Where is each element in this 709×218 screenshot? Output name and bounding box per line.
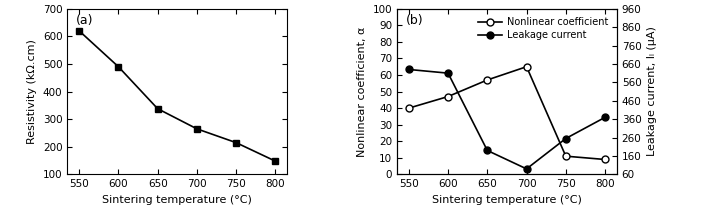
Text: (a): (a): [76, 14, 94, 27]
Text: (b): (b): [406, 14, 423, 27]
Nonlinear coefficient: [405, 107, 413, 109]
Leakage current: [523, 168, 531, 170]
Nonlinear coefficient: [562, 155, 570, 157]
Legend: Nonlinear coefficient, Leakage current: Nonlinear coefficient, Leakage current: [474, 14, 612, 44]
Y-axis label: Leakage current, Iₗ (μA): Leakage current, Iₗ (μA): [647, 27, 657, 157]
Nonlinear coefficient: [523, 65, 531, 68]
Leakage current: [483, 149, 491, 152]
Y-axis label: Nonlinear coefficient, α: Nonlinear coefficient, α: [357, 26, 367, 157]
Nonlinear coefficient: [601, 158, 609, 161]
Line: Nonlinear coefficient: Nonlinear coefficient: [406, 63, 608, 163]
Leakage current: [601, 116, 609, 119]
Line: Leakage current: Leakage current: [406, 66, 608, 172]
Nonlinear coefficient: [483, 79, 491, 81]
X-axis label: Sintering temperature (°C): Sintering temperature (°C): [102, 195, 252, 205]
X-axis label: Sintering temperature (°C): Sintering temperature (°C): [432, 195, 582, 205]
Leakage current: [444, 72, 452, 75]
Nonlinear coefficient: [444, 95, 452, 98]
Y-axis label: Resistivity (kΩ.cm): Resistivity (kΩ.cm): [28, 39, 38, 144]
Leakage current: [562, 137, 570, 140]
Leakage current: [405, 68, 413, 71]
